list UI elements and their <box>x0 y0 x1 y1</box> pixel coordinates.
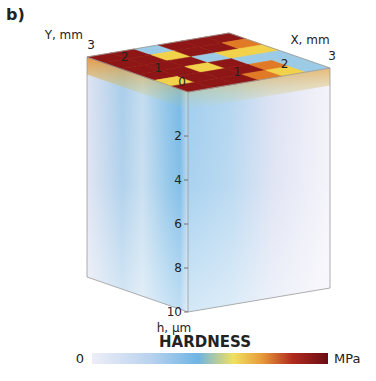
svg-text:2: 2 <box>281 57 289 71</box>
svg-text:8: 8 <box>174 261 182 275</box>
svg-text:0: 0 <box>178 75 186 89</box>
svg-text:1: 1 <box>234 65 242 79</box>
svg-text:MPa: MPa <box>334 351 360 366</box>
svg-text:3: 3 <box>328 49 336 63</box>
svg-text:10: 10 <box>167 305 182 319</box>
svg-text:4: 4 <box>174 173 182 187</box>
svg-text:Y, mm: Y, mm <box>44 28 83 42</box>
svg-text:2: 2 <box>121 50 129 64</box>
svg-text:h, µm: h, µm <box>156 321 192 335</box>
svg-text:HARDNESS: HARDNESS <box>159 333 251 351</box>
svg-text:3: 3 <box>87 38 95 52</box>
svg-text:0: 0 <box>76 351 84 366</box>
svg-text:2: 2 <box>174 129 182 143</box>
svg-text:1: 1 <box>155 61 163 75</box>
svg-text:6: 6 <box>174 217 182 231</box>
svg-text:b): b) <box>6 5 25 24</box>
svg-text:X, mm: X, mm <box>290 33 329 47</box>
